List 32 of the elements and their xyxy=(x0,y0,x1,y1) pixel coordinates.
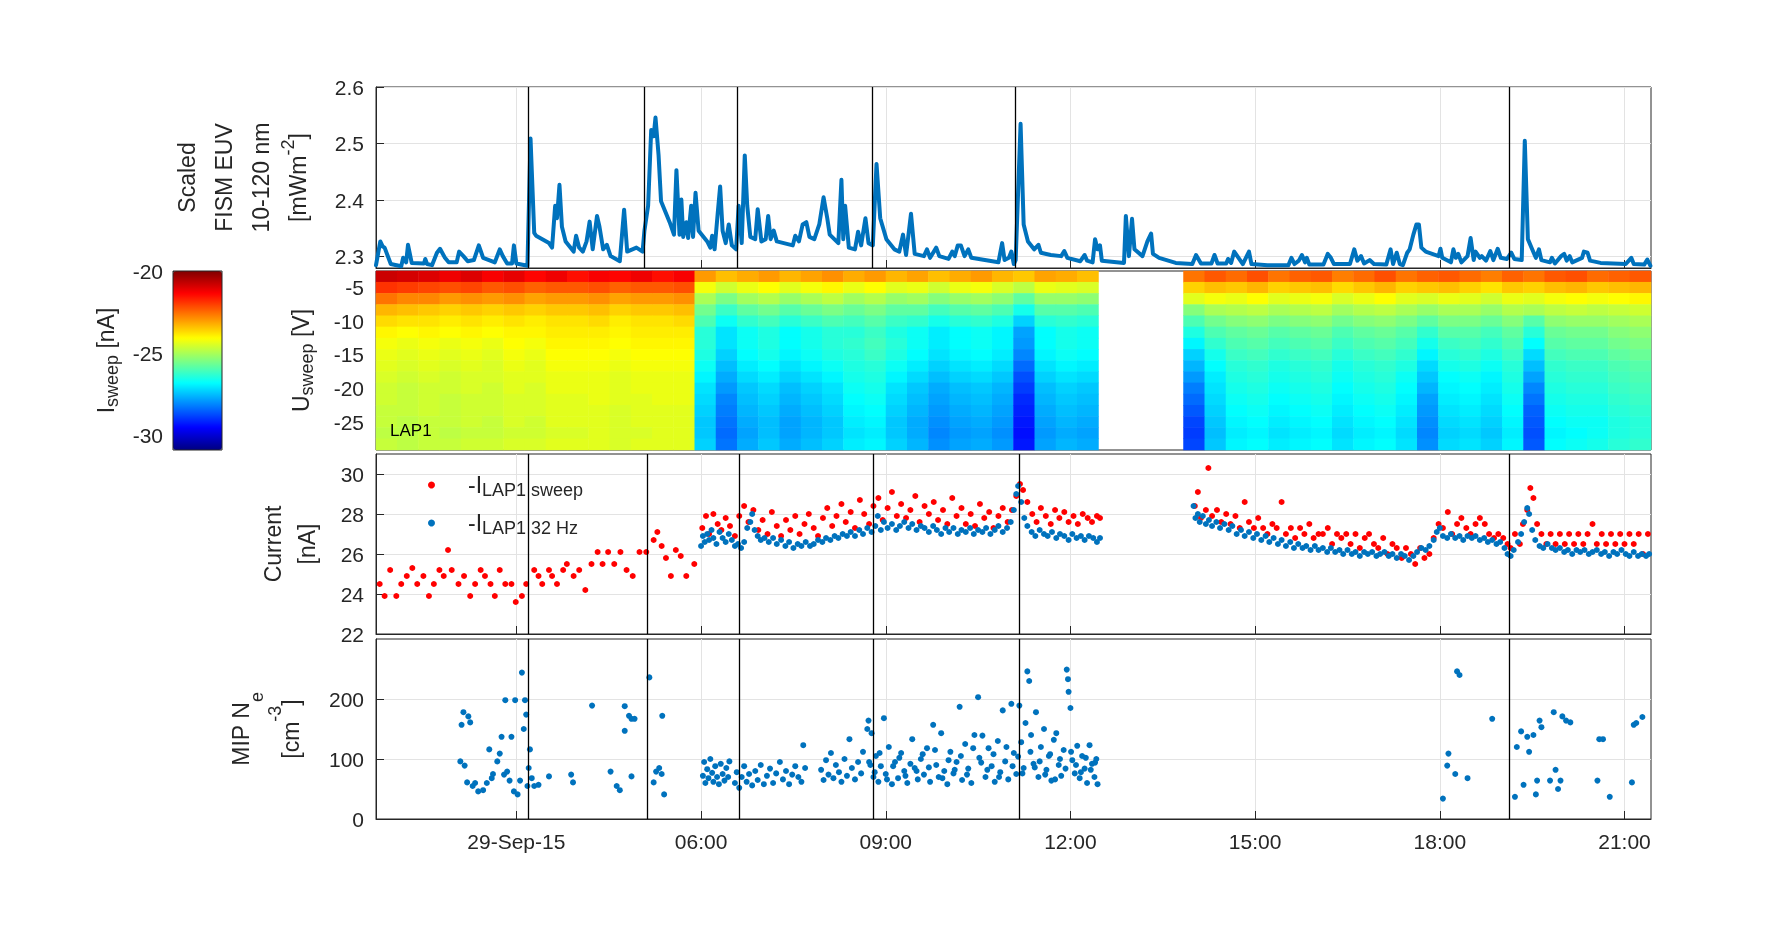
y-tick-label: -25 xyxy=(333,410,364,434)
y-axis-title: Usweep [V] xyxy=(288,308,317,413)
x-tick-label: 18:00 xyxy=(1413,830,1467,853)
y-tick-label: 24 xyxy=(340,582,365,606)
x-tick-label: 15:00 xyxy=(1228,830,1282,853)
y-tick-label: 100 xyxy=(328,747,364,771)
x-tick-label: 06:00 xyxy=(674,830,728,853)
y-tick-label: 2.6 xyxy=(334,75,364,99)
y-tick-label: -20 xyxy=(333,376,364,400)
y-tick-label: 200 xyxy=(328,687,364,711)
x-tick-label: 29-Sep-15 xyxy=(467,830,566,853)
x-tick-label: 12:00 xyxy=(1044,830,1097,853)
y-tick-label: 2.5 xyxy=(334,132,364,156)
color-bar-label: -30 xyxy=(132,423,163,447)
y-tick-label: -15 xyxy=(333,343,364,367)
x-tick-label: 09:00 xyxy=(859,830,913,853)
y-tick-label: 30 xyxy=(340,462,364,486)
y-tick-label: 26 xyxy=(340,542,364,566)
y-axis-title: Current [nA] xyxy=(260,505,320,583)
y-tick-label: -10 xyxy=(333,309,364,333)
y-tick-label: 0 xyxy=(352,807,364,831)
y-tick-label: 28 xyxy=(340,502,364,526)
y-tick-label: 22 xyxy=(340,622,364,646)
x-tick-label: 21:00 xyxy=(1598,830,1651,853)
y-tick-label: 2.3 xyxy=(334,245,364,269)
color-bar-title: Isweep [nA] xyxy=(93,307,122,414)
annotation: LAP1 xyxy=(390,421,432,440)
color-bar-label: -25 xyxy=(132,341,163,365)
text: MIP Ne [cm-3] xyxy=(228,692,304,766)
color-bar-label: -20 xyxy=(132,259,163,283)
y-tick-label: -5 xyxy=(345,276,364,300)
y-tick-label: 2.4 xyxy=(334,188,365,212)
